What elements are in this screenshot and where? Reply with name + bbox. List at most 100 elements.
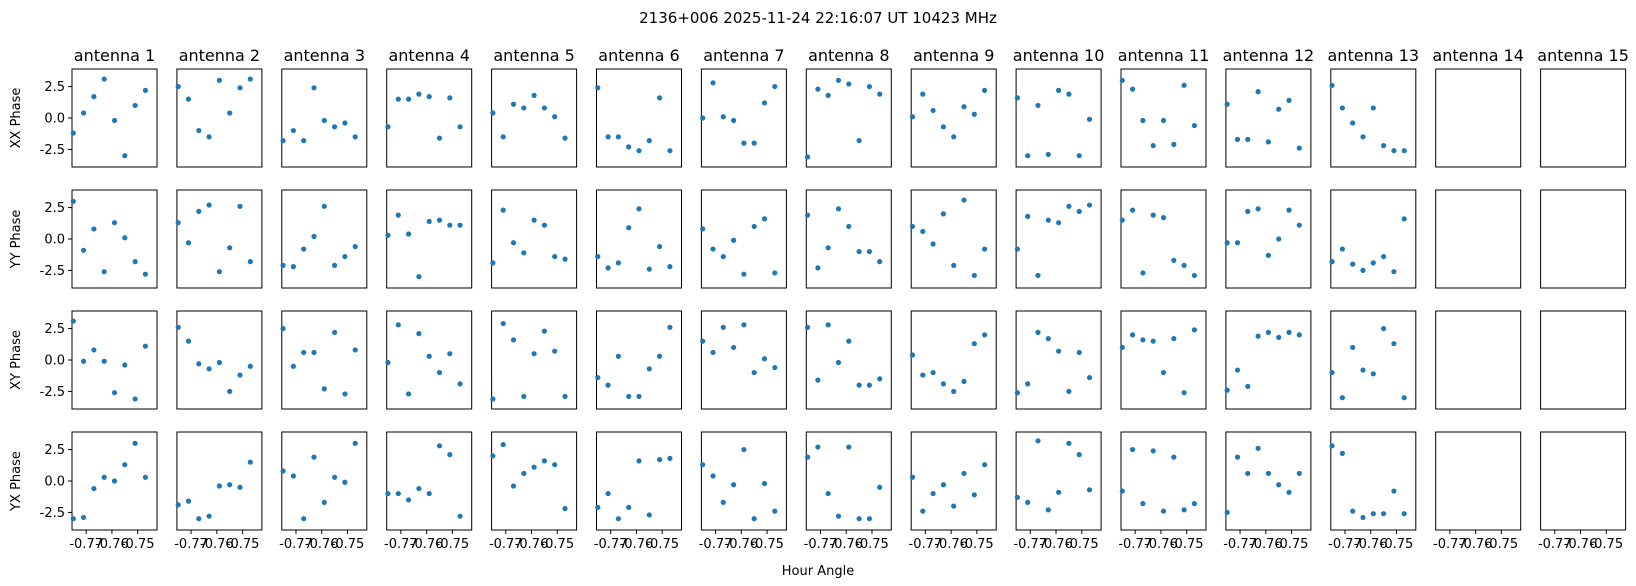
data-point: [920, 372, 925, 377]
data-point: [657, 244, 662, 249]
data-point: [217, 483, 222, 488]
data-point: [752, 516, 757, 521]
axes-frame: [701, 432, 786, 530]
data-point: [667, 325, 672, 330]
data-point: [1402, 148, 1407, 153]
data-point: [427, 491, 432, 496]
axes-frame: [911, 190, 996, 288]
data-point: [511, 483, 516, 488]
data-point: [867, 84, 872, 89]
axes-frame: [1121, 311, 1206, 409]
data-point: [291, 473, 296, 478]
data-point: [332, 475, 337, 480]
data-point: [647, 366, 652, 371]
data-point: [857, 249, 862, 254]
data-point: [805, 325, 810, 330]
data-point: [511, 337, 516, 342]
data-point: [396, 97, 401, 102]
data-point: [731, 118, 736, 123]
axes-frame: [1541, 69, 1626, 167]
data-point: [1235, 137, 1240, 142]
data-point: [196, 128, 201, 133]
panel-yy-phase-antenna-6: [595, 190, 681, 288]
panel-xy-phase-antenna-7: [700, 311, 786, 409]
data-point: [982, 332, 987, 337]
panel-yx-phase-antenna-11: -0.77-0.76-0.75: [1118, 432, 1206, 552]
data-point: [1182, 390, 1187, 395]
data-point: [427, 354, 432, 359]
data-point: [311, 455, 316, 460]
data-point: [700, 115, 705, 120]
data-point: [1360, 134, 1365, 139]
data-point: [406, 97, 411, 102]
data-point: [826, 93, 831, 98]
data-point: [1035, 330, 1040, 335]
axes-frame: [177, 432, 262, 530]
data-point: [227, 482, 232, 487]
data-point: [752, 224, 757, 229]
column-title-antenna-11: antenna 11: [1118, 46, 1210, 65]
data-point: [217, 269, 222, 274]
y-tick-label: 2.5: [44, 322, 65, 337]
data-point: [1035, 273, 1040, 278]
data-point: [133, 441, 138, 446]
data-point: [227, 389, 232, 394]
axes-frame: [1541, 190, 1626, 288]
figure-title: 2136+006 2025-11-24 22:16:07 UT 10423 MH…: [639, 9, 997, 27]
axes-frame: [1121, 432, 1206, 530]
data-point: [972, 273, 977, 278]
panel-yx-phase-antenna-13: -0.77-0.76-0.75: [1328, 432, 1416, 552]
data-point: [353, 347, 358, 352]
panel-xy-phase-antenna-9: [910, 311, 996, 409]
y-tick-label: -2.5: [40, 385, 65, 400]
data-point: [805, 455, 810, 460]
data-point: [396, 491, 401, 496]
data-point: [941, 211, 946, 216]
data-point: [1235, 367, 1240, 372]
data-point: [867, 516, 872, 521]
data-point: [112, 390, 117, 395]
data-point: [595, 254, 600, 259]
data-point: [342, 391, 347, 396]
panel-xy-phase-antenna-8: [805, 311, 891, 409]
data-point: [112, 478, 117, 483]
data-point: [458, 381, 463, 386]
row-label-yy-phase: YY Phase: [9, 210, 24, 270]
axes-frame: [1016, 311, 1101, 409]
data-point: [332, 263, 337, 268]
data-point: [846, 81, 851, 86]
axes-frame: [911, 69, 996, 167]
x-tick-label: -0.75: [855, 537, 889, 552]
column-title-antenna-2: antenna 2: [179, 46, 260, 65]
panel-yy-phase-antenna-5: [490, 190, 576, 288]
data-point: [721, 325, 726, 330]
data-point: [186, 240, 191, 245]
axes-frame: [806, 311, 891, 409]
data-point: [416, 331, 421, 336]
data-point: [762, 356, 767, 361]
data-point: [721, 254, 726, 259]
data-point: [1140, 270, 1145, 275]
data-point: [217, 78, 222, 83]
data-point: [521, 250, 526, 255]
data-point: [1077, 153, 1082, 158]
data-point: [332, 124, 337, 129]
data-point: [1056, 88, 1061, 93]
data-point: [1350, 120, 1355, 125]
data-point: [920, 92, 925, 97]
panel-xx-phase-antenna-5: [490, 69, 576, 167]
data-point: [741, 447, 746, 452]
data-point: [1360, 268, 1365, 273]
data-point: [552, 254, 557, 259]
data-point: [1120, 78, 1125, 83]
data-point: [657, 354, 662, 359]
data-point: [1056, 349, 1061, 354]
data-point: [248, 76, 253, 81]
data-point: [237, 204, 242, 209]
data-point: [815, 378, 820, 383]
axes-frame: [1541, 432, 1626, 530]
panel-yx-phase-antenna-15: -0.77-0.76-0.75: [1538, 432, 1626, 552]
data-point: [133, 259, 138, 264]
data-point: [1151, 448, 1156, 453]
x-tick-label: -0.75: [1485, 537, 1519, 552]
